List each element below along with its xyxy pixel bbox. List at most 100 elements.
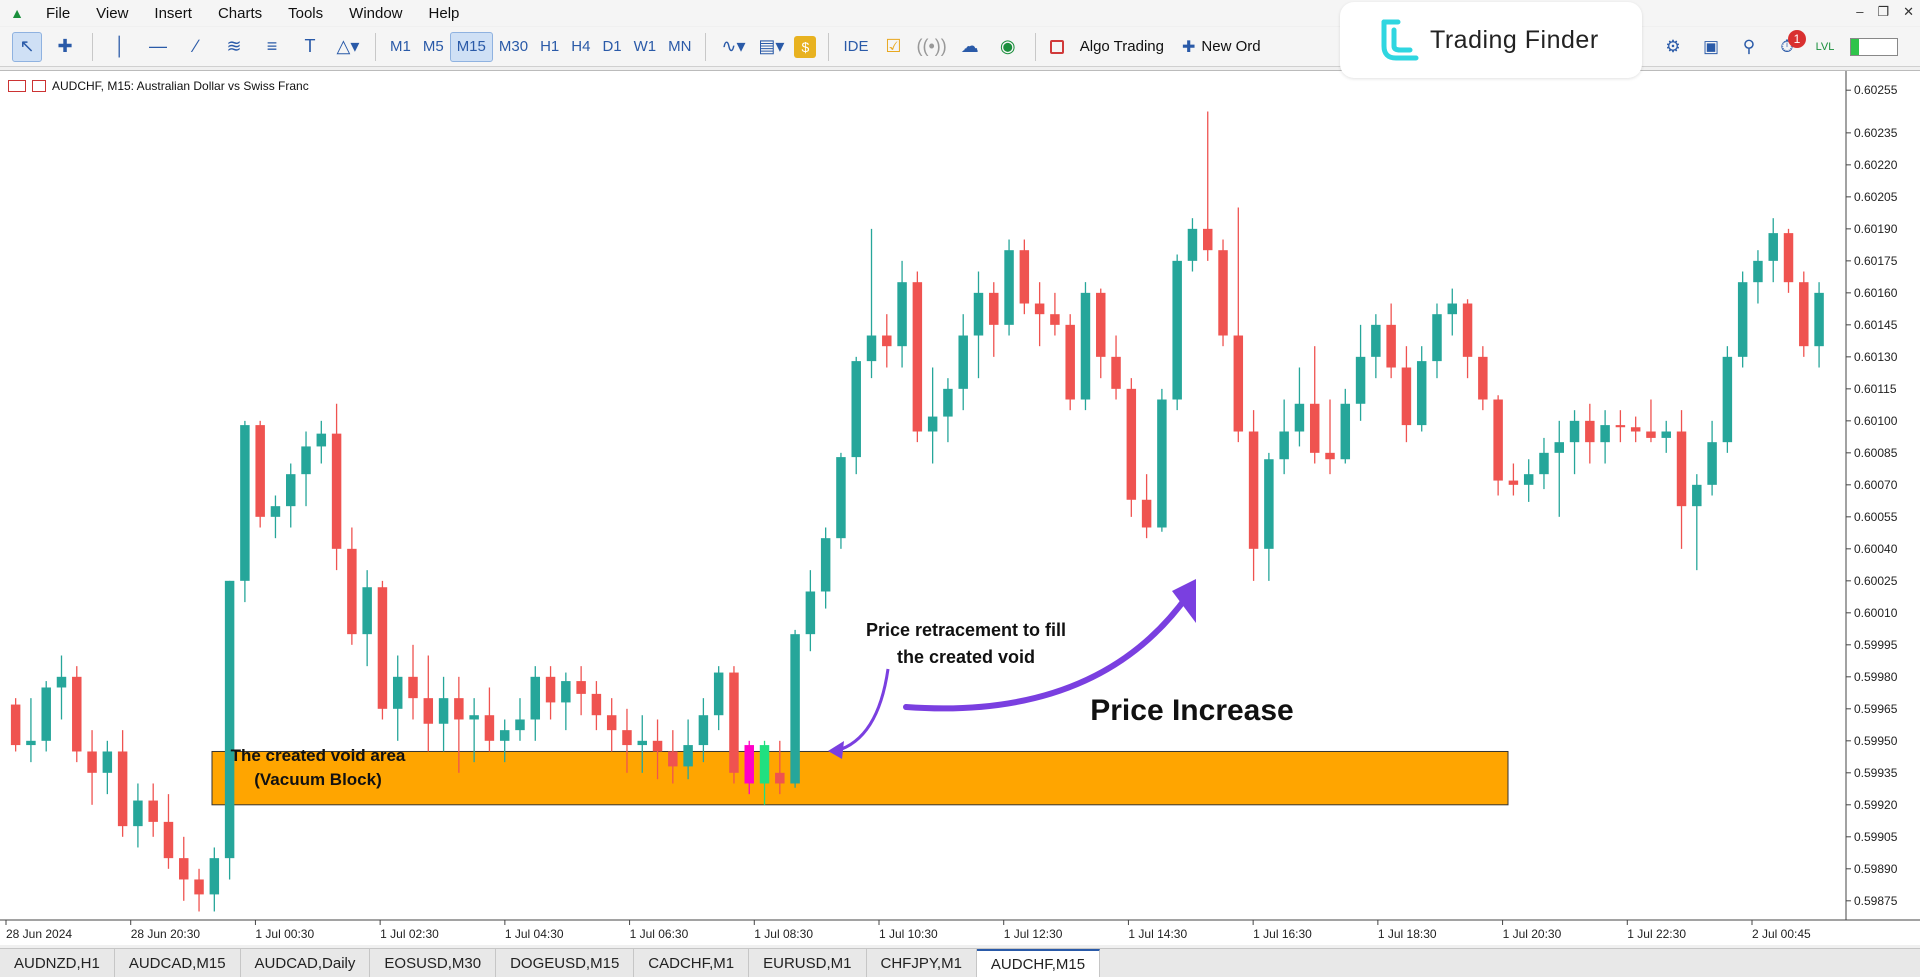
algo-trading-button[interactable]: Algo Trading (1049, 38, 1164, 55)
tab-eurusd-m1[interactable]: EURUSD,M1 (749, 949, 867, 977)
screenshot-icon[interactable]: ▣ (1702, 37, 1720, 56)
candle-body (1264, 459, 1274, 549)
chart-type-icon[interactable]: ∿▾ (721, 36, 746, 56)
price-tick-label: 0.60190 (1854, 222, 1898, 236)
new-order-button[interactable]: ✚ New Ord (1182, 37, 1261, 57)
tab-dogeusd-m15[interactable]: DOGEUSD,M15 (496, 949, 635, 977)
tab-chfjpy-m1[interactable]: CHFJPY,M1 (867, 949, 977, 977)
time-tick-label: 1 Jul 00:30 (255, 927, 314, 941)
tab-eosusd-m30[interactable]: EOSUSD,M30 (370, 949, 497, 977)
timeframe-m1[interactable]: M1 (390, 38, 411, 55)
timeframe-mn[interactable]: MN (668, 38, 692, 55)
horizontal-line-icon[interactable]: — (149, 36, 167, 56)
chart-candles-icon[interactable] (32, 80, 46, 92)
candle-body (576, 681, 586, 694)
zone-sublabel: (Vacuum Block) (254, 770, 382, 789)
tab-audchf-m15[interactable]: AUDCHF,M15 (976, 949, 1101, 977)
menu-charts[interactable]: Charts (217, 4, 263, 22)
candle-body (102, 751, 113, 773)
logo-mark-icon (1381, 19, 1419, 61)
menu-view[interactable]: View (96, 4, 129, 22)
restore-icon[interactable]: ❐ (1877, 4, 1890, 19)
candle-body (41, 687, 51, 741)
cursor-tool-icon[interactable]: ↖ (12, 31, 42, 62)
timeframe-d1[interactable]: D1 (602, 38, 622, 55)
crosshair-tool-icon[interactable]: ✚ (57, 36, 73, 56)
candle-body (1279, 431, 1289, 460)
channel-icon[interactable]: ≋ (226, 36, 242, 56)
chart-title: AUDCHF, M15: Australian Dollar vs Swiss … (52, 79, 309, 93)
candle-body (943, 388, 953, 417)
time-tick-label: 1 Jul 10:30 (879, 927, 938, 941)
stop-icon (1049, 39, 1064, 54)
candle-body (698, 715, 709, 746)
notifications-icon[interactable]: ⏱ 1 (1774, 30, 1806, 60)
chart-menu-icon[interactable] (8, 80, 26, 92)
time-tick-label: 2 Jul 00:45 (1752, 927, 1811, 941)
vps-icon[interactable]: ◉ (999, 36, 1016, 56)
timeframe-m15[interactable]: M15 (449, 31, 493, 62)
bag-icon[interactable]: ☑ (885, 36, 902, 56)
timeframe-h1[interactable]: H1 (540, 38, 560, 55)
price-tick-label: 0.60115 (1854, 382, 1897, 396)
candle-body (1539, 452, 1549, 475)
candle-body (1340, 403, 1351, 460)
candle-body (117, 751, 128, 827)
text-tool-icon[interactable]: T (304, 36, 316, 56)
candle-body (1508, 480, 1519, 485)
timeframe-w1[interactable]: W1 (633, 38, 657, 55)
menu-tools[interactable]: Tools (288, 4, 324, 22)
minimize-icon[interactable]: – (1856, 4, 1864, 19)
fibonacci-icon[interactable]: ≡ (266, 36, 278, 56)
menu-help[interactable]: Help (428, 4, 460, 22)
chart-settings-icon[interactable]: ⚙ (1665, 37, 1681, 56)
price-tick-label: 0.60235 (1854, 126, 1898, 140)
candle-body (989, 292, 999, 325)
candle-body (224, 580, 235, 859)
search-icon[interactable]: ⚲ (1742, 37, 1756, 56)
trendline-icon[interactable]: ∕ (194, 36, 198, 56)
candle-body (1187, 228, 1198, 261)
candle-body (1141, 499, 1152, 528)
candle-body (179, 858, 189, 880)
tab-cadchf-m1[interactable]: CADCHF,M1 (634, 949, 750, 977)
level-icon[interactable]: LVL (1815, 41, 1835, 53)
candle-body (1615, 425, 1626, 428)
candle-body (1799, 282, 1809, 347)
shapes-icon[interactable]: △▾ (336, 36, 360, 56)
candle-body (454, 698, 464, 720)
menu-file[interactable]: File (46, 4, 71, 22)
time-tick-label: 1 Jul 18:30 (1378, 927, 1437, 941)
timeframe-m5[interactable]: M5 (422, 38, 444, 55)
tab-audcad-daily[interactable]: AUDCAD,Daily (241, 949, 371, 977)
candle-body (1783, 233, 1794, 283)
tab-audcad-m15[interactable]: AUDCAD,M15 (115, 949, 241, 977)
timeframe-h4[interactable]: H4 (571, 38, 591, 55)
increase-label: Price Increase (1090, 694, 1293, 727)
candle-body (316, 433, 327, 447)
logo-text: Trading Finder (1430, 25, 1599, 54)
trading-finder-logo: Trading Finder (1340, 2, 1642, 78)
menu-window[interactable]: Window (349, 4, 403, 22)
market-icon[interactable]: $ (794, 35, 817, 58)
signal-icon[interactable]: ((•)) (916, 36, 947, 56)
retrace-sublabel: the created void (897, 647, 1035, 667)
vertical-line-icon[interactable]: │ (114, 36, 126, 56)
candle-body (591, 693, 602, 716)
tab-audnzd-h1[interactable]: AUDNZD,H1 (0, 949, 115, 977)
cloud-icon[interactable]: ☁ (960, 36, 979, 56)
timeframe-m30[interactable]: M30 (498, 38, 529, 55)
time-tick-label: 1 Jul 02:30 (380, 927, 439, 941)
menu-insert[interactable]: Insert (154, 4, 192, 22)
candle-body (1523, 474, 1534, 485)
indicators-icon[interactable]: ▤▾ (758, 36, 785, 56)
candle-body (713, 672, 724, 716)
price-chart[interactable]: 0.60255 0.60235 0.60220 0.60205 0.60190 0.601… (0, 71, 1920, 946)
price-tick-label: 0.59890 (1854, 862, 1898, 876)
vacuum-candle (744, 745, 754, 784)
candle-body (836, 457, 846, 539)
chart-window[interactable]: AUDCHF, M15: Australian Dollar vs Swiss … (0, 70, 1920, 945)
ide-button[interactable]: IDE (843, 38, 869, 55)
candle-body (286, 474, 296, 507)
close-icon[interactable]: ✕ (1903, 4, 1914, 19)
